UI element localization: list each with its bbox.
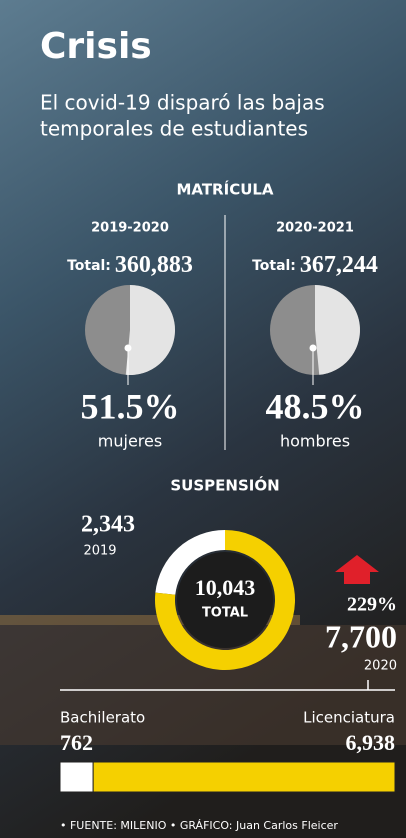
period: 2019-2020 <box>91 221 169 236</box>
bar-value: 762 <box>60 730 93 755</box>
donut-category: 2019 <box>83 544 116 559</box>
pie-category: hombres <box>280 432 350 451</box>
bar-segment <box>60 762 93 792</box>
pie-value: 51.5% <box>81 386 180 426</box>
infographic: Crisis El covid-19 disparó las bajas tem… <box>0 0 406 838</box>
section-title: MATRÍCULA <box>176 180 273 199</box>
donut-category: 2020 <box>364 659 397 674</box>
total-label: Total: <box>252 258 296 274</box>
bar-category: Licenciatura <box>303 709 395 727</box>
subtitle: temporales de estudiantes <box>40 117 308 141</box>
donut-value: 2,343 <box>81 512 135 538</box>
total-value: 367,244 <box>300 252 378 278</box>
donut-value: 7,700 <box>325 618 397 654</box>
source: • FUENTE: MILENIO • GRÁFICO: Juan Carlos… <box>60 819 338 832</box>
title: Crisis <box>40 26 152 67</box>
subtitle: El covid-19 disparó las bajas <box>40 91 325 115</box>
period: 2020-2021 <box>276 221 354 236</box>
annotation: 229% <box>347 594 397 616</box>
pie-category: mujeres <box>98 432 162 451</box>
pie-value: 48.5% <box>266 386 365 426</box>
donut-total-label: TOTAL <box>202 606 248 621</box>
total-value: 360,883 <box>115 252 193 278</box>
section-title: SUSPENSIÓN <box>170 476 279 495</box>
donut-total: 10,043 <box>195 575 256 600</box>
total-label: Total: <box>67 258 111 274</box>
bar-value: 6,938 <box>346 730 396 755</box>
bar-segment <box>93 762 395 792</box>
bar-category: Bachilerato <box>60 709 145 727</box>
